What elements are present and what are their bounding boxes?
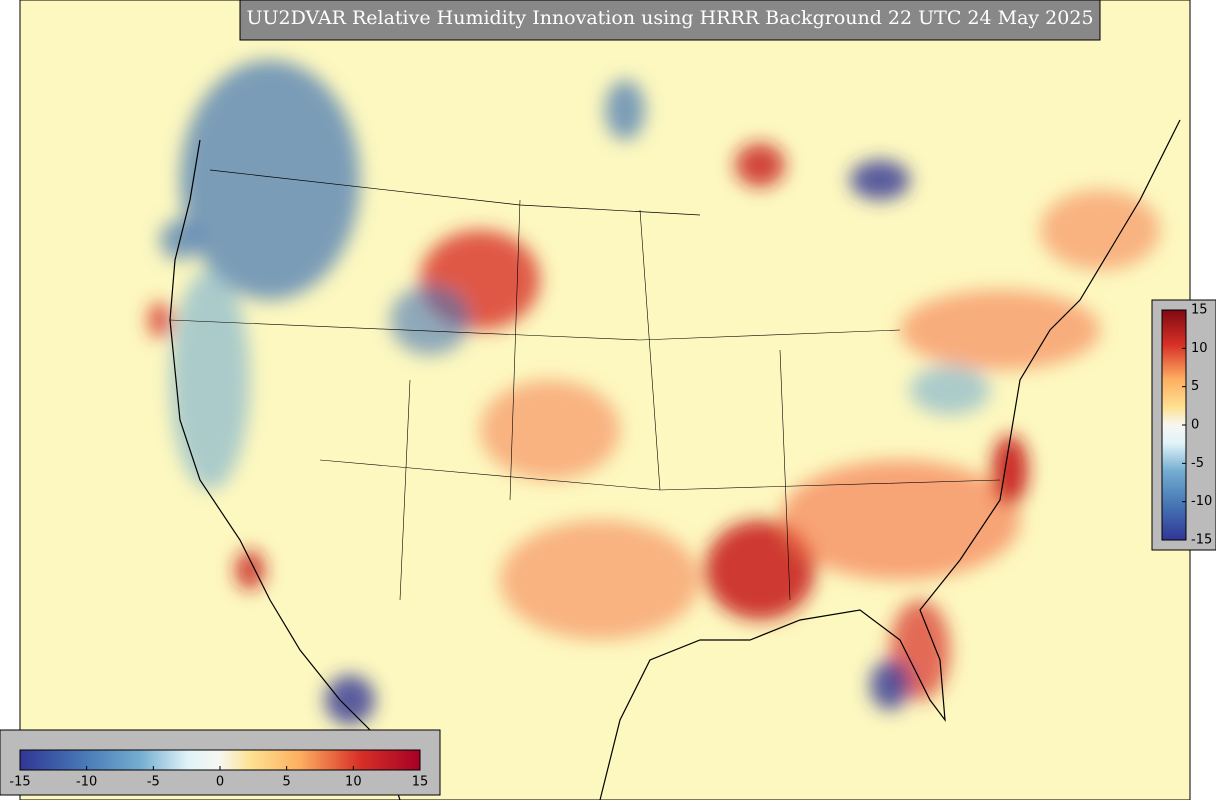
colorbar-tick-label: -15 bbox=[9, 775, 30, 790]
colorbar-tick-label: 5 bbox=[1191, 379, 1199, 394]
colorbar-tick-label: 15 bbox=[412, 775, 429, 790]
colorbar-tick-label: -15 bbox=[1191, 533, 1212, 548]
title-box bbox=[239, 0, 1101, 41]
colorbar-tick-label: -5 bbox=[147, 775, 160, 790]
colorbar-tick-label: 10 bbox=[1191, 341, 1208, 356]
boundaries bbox=[169, 119, 1181, 800]
colorbar-tick-label: 10 bbox=[345, 775, 362, 790]
colorbar-tick-label: 0 bbox=[1191, 418, 1199, 433]
map-title: UU2DVAR Relative Humidity Innovation usi… bbox=[246, 7, 1093, 29]
colorbar-tick-label: 15 bbox=[1191, 303, 1208, 318]
colorbar-tick-label: -5 bbox=[1191, 456, 1204, 471]
colorbar-tick-label: 5 bbox=[283, 775, 291, 790]
colorbar-tick-label: -10 bbox=[76, 775, 97, 790]
colorbar-tick-label: 0 bbox=[216, 775, 224, 790]
colorbar-tick-label: -10 bbox=[1191, 494, 1212, 509]
